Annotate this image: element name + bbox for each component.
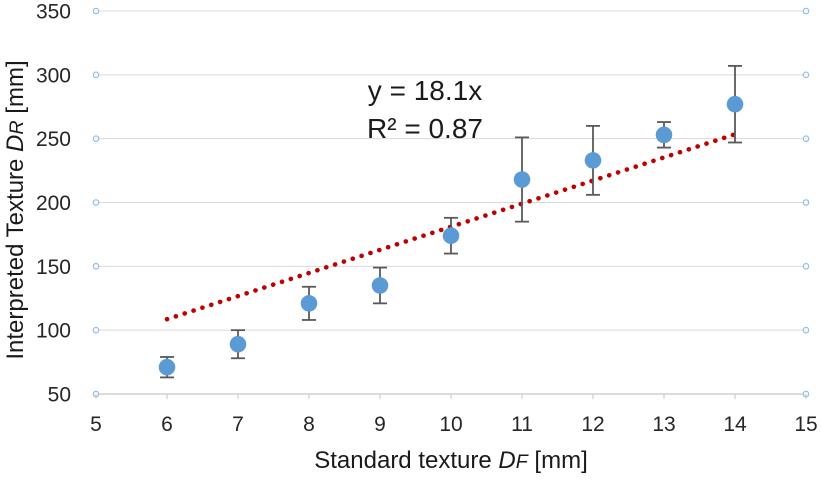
gridline-end-marker-icon xyxy=(92,263,100,270)
x-tick-label: 8 xyxy=(303,413,315,436)
gridline-end-marker-icon xyxy=(92,135,100,142)
gridline-end-marker-icon xyxy=(802,263,810,270)
y-tick-label: 50 xyxy=(48,384,71,407)
y-tick-label: 250 xyxy=(36,128,71,151)
data-point-marker xyxy=(584,152,602,169)
gridline-end-marker-icon xyxy=(802,199,810,206)
x-axis-title-text: Standard texture xyxy=(314,447,499,474)
data-point-marker xyxy=(726,95,744,113)
y-axis-title-text: Interpreted Texture xyxy=(2,151,29,360)
trendline-equation: y = 18.1x xyxy=(367,75,483,106)
x-tick-label: 5 xyxy=(90,413,102,436)
data-point-marker xyxy=(655,126,673,144)
x-tick-label: 6 xyxy=(161,413,173,436)
y-tick-label: 350 xyxy=(36,1,71,24)
x-tick-label: 7 xyxy=(232,413,244,436)
y-tick-label: 150 xyxy=(36,256,71,279)
data-point-marker xyxy=(300,295,318,312)
gridline-end-marker-icon xyxy=(802,135,810,142)
gridline-end-marker-icon xyxy=(802,7,810,15)
gridline-end-marker-icon xyxy=(92,7,100,15)
x-tick-label: 12 xyxy=(581,413,604,436)
x-tick-label: 10 xyxy=(439,413,462,436)
y-tick-label: 300 xyxy=(36,64,71,87)
x-tick-label: 13 xyxy=(652,413,675,436)
x-axis-title: Standard texture DF [mm] xyxy=(96,447,806,476)
gridline-end-marker-icon xyxy=(802,71,810,79)
r-squared-value: R² = 0.87 xyxy=(367,113,483,144)
gridline-end-marker-icon xyxy=(92,199,100,206)
gridline-end-marker-icon xyxy=(92,71,100,79)
gridline-end-marker-icon xyxy=(92,326,100,334)
y-axis-variable-sub: R xyxy=(6,120,28,135)
trendline-annotation: y = 18.1x R² = 0.87 xyxy=(330,72,520,148)
data-point-marker xyxy=(229,335,247,353)
y-axis-title: Interpreted Texture DR [mm] xyxy=(2,0,30,420)
gridline-end-marker-icon xyxy=(802,326,810,334)
y-axis-variable: D xyxy=(2,134,29,152)
data-point-marker xyxy=(442,227,460,244)
data-point-marker xyxy=(513,171,531,188)
x-axis-variable-sub: F xyxy=(515,451,528,473)
x-tick-label: 14 xyxy=(723,413,747,436)
data-point-marker xyxy=(158,358,176,376)
y-tick-label: 100 xyxy=(36,320,71,343)
y-axis-unit: [mm] xyxy=(2,60,29,121)
x-tick-label: 9 xyxy=(374,413,386,436)
y-tick-label: 200 xyxy=(36,192,71,215)
x-tick-label: 15 xyxy=(794,413,817,436)
x-axis-unit: [mm] xyxy=(527,447,588,474)
x-axis-variable: D xyxy=(498,447,516,474)
data-point-marker xyxy=(371,277,389,294)
x-tick-label: 11 xyxy=(511,413,533,436)
